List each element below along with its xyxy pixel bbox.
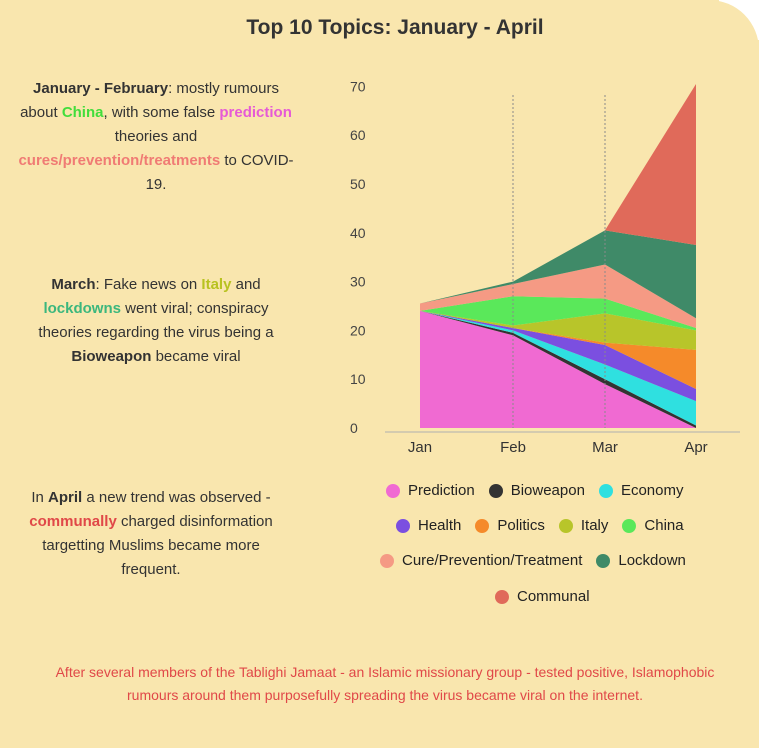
y-tick-label: 10 [350,371,366,387]
legend-item: Lockdown [596,552,686,569]
legend-swatch [596,553,611,568]
highlight-communally: communally [29,513,117,530]
streamgraph-chart: 0 10 20 30 40 50 60 70 Jan Feb Mar Apr [350,78,740,456]
note-april: In April a new trend was observed - comm… [28,486,274,582]
legend-swatch [475,518,490,533]
y-tick-label: 20 [350,322,366,338]
note-jan-feb-bold: January - February [33,80,169,97]
legend-item: Cure/Prevention/Treatment [380,552,582,569]
legend-item: Economy [598,482,684,499]
note-text: became viral [151,348,241,365]
legend-label: Prediction [408,482,475,499]
footnote: After several members of the Tablighi Ja… [55,664,715,703]
legend-row-4: Communal [495,588,604,605]
note-text: theories and [114,128,198,145]
note-text: a new trend was observed - [82,489,271,506]
legend-item: Health [396,517,461,534]
y-tick-label: 30 [350,274,366,290]
legend-row-1: Prediction Bioweapon Economy [386,482,697,499]
note-march-bold: March [51,276,96,293]
x-tick-label: Apr [684,439,707,456]
highlight-italy: Italy [201,276,232,293]
note-text: charged disinformation targetting Muslim… [42,513,273,578]
highlight-china: China [61,104,104,121]
legend-swatch [495,589,509,604]
legend-label: Economy [620,482,684,499]
legend-label: Politics [497,517,545,534]
legend-item: Communal [495,588,590,605]
note-text: In [31,489,49,506]
legend-swatch [396,518,410,533]
highlight-lockdowns: lockdowns [43,300,121,317]
legend-item: Italy [558,517,609,534]
x-tick-label: Mar [592,439,618,456]
legend-item: Prediction [386,482,475,499]
area-lockdown [420,230,696,319]
note-text: , with some false [103,104,220,121]
legend-item: China [622,517,684,534]
legend-swatch [558,518,573,533]
note-text: and [231,276,261,293]
legend-label: Lockdown [618,552,686,569]
legend-item: Politics [475,517,545,534]
note-jan-feb: January - February: mostly rumours about… [18,77,294,197]
note-text: went viral; conspiracy theories regardin… [38,300,274,341]
legend-swatch [386,483,400,498]
legend-label: Cure/Prevention/Treatment [402,552,583,569]
area-politics [420,310,696,389]
y-tick-label: 50 [350,176,366,192]
y-tick-label: 40 [350,225,366,241]
legend-swatch [488,483,503,498]
y-tick-label: 60 [350,127,366,143]
area-italy [420,310,696,350]
note-text: : mostly rumours about [20,80,279,121]
legend-swatch [622,518,637,533]
area-cure-prevention-treatment [420,264,696,328]
legend-item: Bioweapon [488,482,585,499]
y-tick-label: 0 [350,420,358,436]
legend-label: Italy [580,517,609,534]
page-title: Top 10 Topics: January - April [246,16,544,39]
y-axis: 0 10 20 30 40 50 60 70 [350,78,366,436]
y-tick-label: 70 [350,78,366,94]
chart-areas [420,83,696,428]
legend-swatch [598,483,613,498]
legend-label: China [644,517,684,534]
legend-label: Communal [517,588,590,605]
legend-label: Bioweapon [510,482,585,499]
x-axis: Jan Feb Mar Apr [408,439,708,456]
note-march: March: Fake news on Italy and lockdowns … [20,273,292,369]
legend-row-3: Cure/Prevention/Treatment Lockdown [380,552,700,569]
highlight-prediction: prediction [219,104,292,121]
legend-label: Health [418,517,462,534]
note-text: : Fake news on [95,276,202,293]
area-communal [420,83,696,304]
legend-row-2: Health Politics Italy China [396,517,698,534]
area-prediction [420,310,696,428]
legend-swatch [380,553,394,568]
highlight-bioweapon: Bioweapon [71,348,152,365]
area-china [420,296,696,331]
x-tick-label: Feb [500,439,526,456]
x-tick-label: Jan [408,439,432,456]
note-text: to COVID-19. [145,152,294,193]
chart-gridlines [385,95,740,433]
highlight-cures: cures/prevention/treatments [18,152,221,169]
note-april-bold: April [48,489,83,506]
